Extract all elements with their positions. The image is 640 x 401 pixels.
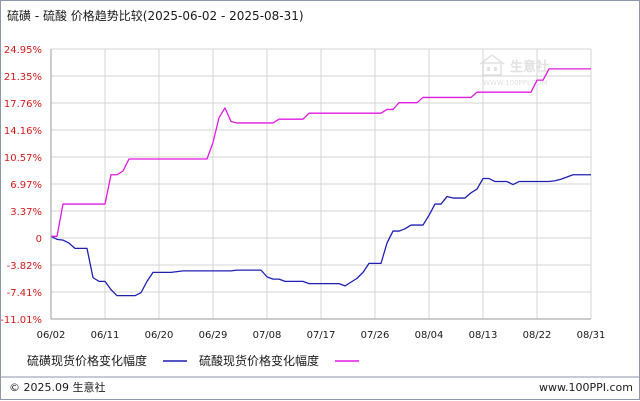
series-line-1 (50, 174, 591, 297)
axis-layer (50, 49, 591, 320)
y-tick-label: -7.41% (7, 288, 42, 299)
y-tick-label: 6.97% (10, 180, 42, 191)
x-tick-label: 08/22 (523, 330, 552, 341)
y-tick-label: 14.16% (4, 126, 42, 137)
x-tick-label: 06/02 (37, 330, 66, 341)
chart-title: 硫磺 - 硫酸 价格趋势比较(2025-06-02 - 2025-08-31) (7, 8, 304, 23)
x-tick-label: 08/31 (577, 330, 606, 341)
footer-site-link[interactable]: www.100PPI.com (539, 381, 633, 394)
x-tick-label: 07/17 (307, 330, 336, 341)
legend: 硫磺现货价格变化幅度 硫酸现货价格变化幅度 (27, 353, 359, 368)
series-layer (50, 68, 591, 297)
y-tick-label: 10.57% (4, 153, 42, 164)
watermark-logo: 生意社 WWW.100PPI.COM (479, 54, 549, 87)
watermark-url: WWW.100PPI.COM (483, 79, 548, 87)
y-tick-label: 17.76% (4, 99, 42, 110)
legend-label-series-2: 硫酸现货价格变化幅度 (199, 353, 319, 368)
house-logo-icon (479, 54, 505, 76)
x-tick-labels: 06/02 06/11 06/20 06/29 07/08 07/17 07/26 08/04… (37, 330, 606, 341)
y-tick-label: 21.35% (4, 72, 42, 83)
legend-label-series-1: 硫磺现货价格变化幅度 (27, 353, 147, 368)
x-tick-label: 07/26 (361, 330, 390, 341)
y-tick-labels: 24.95% 21.35% 17.76% 14.16% 10.57% 6.97% 3.37%… (1, 45, 42, 326)
x-tick-label: 06/11 (91, 330, 120, 341)
y-tick-label: 3.37% (10, 207, 42, 218)
x-tick-label: 06/29 (199, 330, 228, 341)
y-tick-label: 0 (36, 234, 42, 245)
grid-layer (50, 48, 592, 320)
x-tick-label: 07/08 (253, 330, 282, 341)
x-tick-label: 06/20 (145, 330, 174, 341)
x-tick-label: 08/04 (415, 330, 444, 341)
x-tick-label: 08/13 (469, 330, 498, 341)
footer-copyright: © 2025.09 生意社 (9, 380, 105, 394)
watermark-text: 生意社 (510, 59, 549, 75)
y-tick-label: -3.82% (7, 261, 42, 272)
y-tick-label: -11.01% (1, 315, 42, 326)
series-line-2 (51, 68, 591, 237)
y-tick-label: 24.95% (4, 45, 42, 56)
